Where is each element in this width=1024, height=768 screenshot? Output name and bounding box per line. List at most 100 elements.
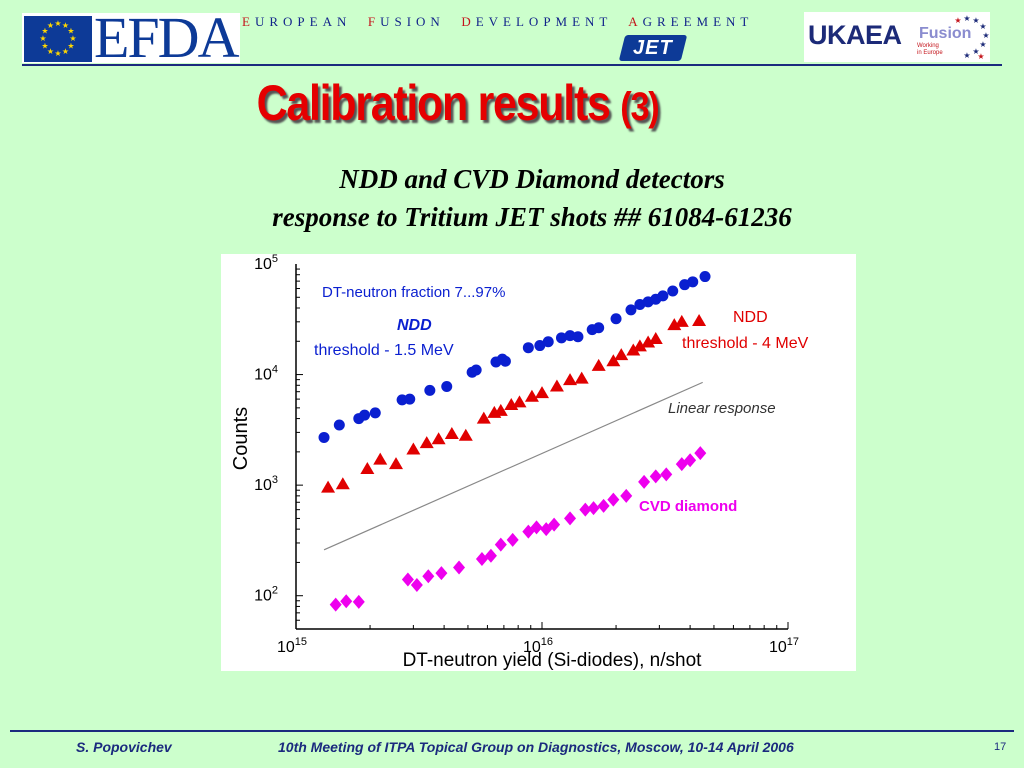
x-axis-label: DT-neutron yield (Si-diodes), n/shot (403, 650, 703, 671)
cvd-diamond-point (530, 520, 543, 535)
efda-tagline: EUROPEAN FUSION DEVELOPMENT AGREEMENT (242, 14, 754, 29)
svg-text:★: ★ (963, 51, 970, 60)
y-tick-label: 105 (254, 254, 278, 273)
svg-text:★: ★ (67, 27, 74, 36)
ndd-4mev-point (431, 432, 446, 445)
ndd-threshold-red: threshold - 4 MeV (682, 335, 809, 352)
ndd-4mev-point (591, 358, 606, 371)
ndd-4mev-point (444, 427, 459, 440)
ndd-1-5mev-point (572, 331, 584, 343)
svg-text:★: ★ (47, 47, 54, 56)
cvd-diamond-point (649, 469, 662, 484)
ndd-4mev-point (563, 373, 578, 386)
svg-text:★: ★ (979, 40, 986, 49)
fusion-subtitle: Working in Europe (917, 43, 943, 56)
cvd-diamond-point (548, 517, 561, 532)
y-tick-label: 102 (254, 585, 278, 605)
ndd-4mev-point (419, 436, 434, 449)
cvd-diamond-point (494, 537, 507, 552)
svg-text:★: ★ (39, 34, 46, 43)
cvd-diamond-point (422, 569, 435, 584)
svg-text:★: ★ (982, 31, 989, 40)
svg-text:★: ★ (972, 47, 979, 56)
chart-canvas: 102 103 104 105 1015 1016 1017 DT-neutron yield… (230, 254, 809, 671)
ndd-1-5mev-point (359, 409, 371, 421)
ndd-label-blue: NDD (397, 317, 432, 334)
efda-wordmark: EFDA (94, 5, 239, 70)
cvd-label: CVD diamond (639, 498, 737, 515)
cvd-diamond-point (506, 532, 519, 547)
ndd-1-5mev-point (424, 384, 436, 396)
cvd-diamond-point (435, 566, 448, 581)
ndd-4mev-point (458, 428, 473, 441)
svg-text:★: ★ (41, 27, 48, 36)
ndd-1-5mev-point (522, 342, 534, 354)
ndd-4mev-point (524, 389, 539, 402)
ndd-4mev-point (614, 348, 629, 361)
ndd-4mev-point (493, 403, 508, 416)
ndd-1-5mev-point (593, 322, 605, 334)
cvd-diamond-point (522, 524, 535, 539)
svg-text:★: ★ (54, 49, 61, 58)
svg-text:★: ★ (67, 42, 74, 51)
slide-title: Calibration results (3) (256, 75, 660, 131)
svg-text:★: ★ (62, 21, 69, 30)
eu-flag-icon: ★ ★ ★ ★ ★ ★ ★ ★ ★ ★ ★ ★ (24, 16, 92, 62)
ndd-4mev-point (667, 318, 682, 331)
efda-logo: ★ ★ ★ ★ ★ ★ ★ ★ ★ ★ ★ ★ EFDA (22, 7, 240, 69)
y-axis-label: Counts (230, 407, 252, 470)
ndd-1-5mev-point (470, 364, 482, 376)
x-tick-label: 1017 (769, 636, 799, 656)
jet-logo: JET (618, 35, 688, 61)
svg-text:★: ★ (62, 47, 69, 56)
ndd-4mev-point (641, 335, 656, 348)
ndd-4mev-point (406, 442, 421, 455)
ndd-4mev-point (648, 331, 663, 344)
svg-text:★: ★ (47, 21, 54, 30)
ndd-threshold-blue: threshold - 1.5 MeV (314, 342, 454, 359)
ndd-1-5mev-point (441, 381, 453, 393)
ndd-4mev-point (574, 371, 589, 384)
slide-subtitle: NDD and CVD Diamond detectors response t… (272, 164, 792, 232)
ndd-1-5mev-point (369, 407, 381, 419)
ndd-1-5mev-point (318, 431, 330, 443)
ndd-1-5mev-point (657, 290, 669, 302)
cvd-diamond-point (564, 511, 577, 526)
ndd-4mev-point (692, 314, 707, 327)
ukaea-logo: UKAEA Fusion Working in Europe ★ ★ ★ ★ ★ ★ ★… (804, 12, 990, 62)
ndd-label-red: NDD (733, 309, 768, 326)
ndd-1-5mev-point (699, 271, 711, 283)
footer-divider (10, 730, 1014, 732)
cvd-diamond-point (410, 577, 423, 592)
ndd-1-5mev-point (499, 355, 511, 367)
ndd-1-5mev-point (542, 336, 554, 348)
cvd-diamond-point (453, 560, 466, 575)
star-circle-icon: ★ ★★ ★★★ ★ ★★ (954, 14, 989, 61)
y-tick-label: 104 (254, 364, 278, 384)
y-tick-label: 103 (254, 474, 278, 494)
ndd-4mev-point (512, 395, 527, 408)
cvd-diamond-point (607, 492, 620, 507)
svg-text:★: ★ (979, 22, 986, 31)
header-divider (22, 64, 1002, 66)
ndd-1-5mev-point (534, 340, 546, 352)
page-number: 17 (994, 741, 1007, 753)
svg-text:★: ★ (69, 34, 76, 43)
ndd-4mev-point (389, 457, 404, 470)
x-tick-label: 1015 (277, 636, 307, 656)
svg-text:★: ★ (54, 19, 61, 28)
ndd-1-5mev-point (667, 285, 679, 297)
cvd-diamond-point (329, 597, 342, 612)
cvd-diamond-point (638, 474, 651, 489)
ndd-4mev-point (606, 354, 621, 367)
fusion-wordmark: Fusion (919, 25, 972, 42)
ndd-4mev-point (535, 386, 549, 399)
cvd-diamond-point (694, 446, 707, 461)
ndd-4mev-point (674, 314, 689, 327)
cvd-diamond-point (475, 551, 488, 566)
svg-text:★: ★ (972, 16, 979, 25)
cvd-diamond-point (620, 488, 633, 503)
ndd-1-5mev-point (404, 393, 416, 405)
cvd-diamond-point (660, 467, 673, 482)
ndd-4mev-point (632, 339, 647, 352)
